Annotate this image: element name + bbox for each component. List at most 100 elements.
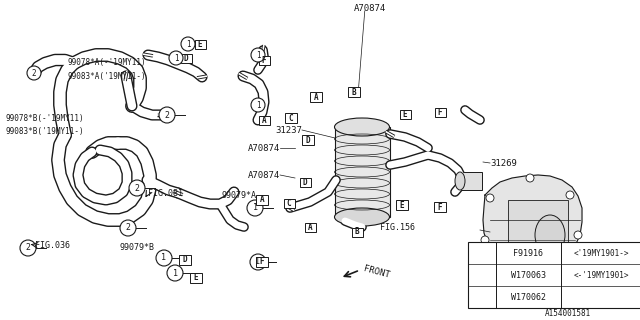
Polygon shape [483, 175, 582, 266]
Bar [285, 113, 297, 123]
Text: A154001581: A154001581 [545, 308, 591, 317]
Circle shape [486, 194, 494, 202]
Circle shape [247, 200, 263, 216]
Bar [256, 195, 268, 205]
Text: 2: 2 [32, 68, 36, 77]
Text: F: F [438, 203, 442, 212]
Text: C: C [289, 114, 293, 123]
Polygon shape [534, 258, 558, 295]
Bar [190, 273, 202, 283]
Text: 99079*B: 99079*B [120, 244, 155, 252]
Text: 99079*A: 99079*A [222, 191, 257, 201]
Text: A: A [262, 116, 266, 124]
Circle shape [129, 180, 145, 196]
Text: E: E [403, 109, 407, 118]
Text: 99078*B(-'19MY11): 99078*B(-'19MY11) [5, 114, 84, 123]
Text: 2: 2 [164, 110, 170, 119]
Circle shape [481, 236, 489, 244]
Bar [305, 222, 316, 231]
Circle shape [574, 231, 582, 239]
Bar [399, 109, 410, 118]
Circle shape [181, 37, 195, 51]
Text: A: A [314, 92, 318, 101]
Text: W170062: W170062 [511, 292, 546, 301]
Text: 99083*A('19MY11-): 99083*A('19MY11-) [68, 71, 147, 81]
Text: 1: 1 [173, 268, 177, 277]
Bar [300, 178, 310, 187]
Text: C: C [287, 198, 291, 207]
Circle shape [251, 48, 265, 62]
Text: FRONT: FRONT [362, 264, 390, 280]
Bar [180, 53, 191, 62]
Bar [179, 255, 191, 265]
Text: 31237: 31237 [275, 125, 302, 134]
Circle shape [474, 267, 490, 283]
Text: 99078*A(-'19MY11): 99078*A(-'19MY11) [68, 58, 147, 67]
Text: 1: 1 [253, 204, 257, 212]
Text: 1: 1 [255, 258, 260, 267]
Text: <'19MY1901->: <'19MY1901-> [573, 249, 628, 258]
Circle shape [526, 174, 534, 182]
Text: B: B [352, 87, 356, 97]
Ellipse shape [455, 172, 465, 190]
Circle shape [551, 256, 559, 264]
Bar [195, 39, 205, 49]
Bar [348, 87, 360, 97]
Text: E: E [194, 274, 198, 283]
Text: E: E [198, 39, 202, 49]
Text: W170063: W170063 [511, 270, 546, 279]
Ellipse shape [535, 215, 565, 255]
Bar [434, 202, 446, 212]
Text: FIG.081: FIG.081 [148, 188, 183, 197]
Circle shape [156, 250, 172, 266]
Text: 1: 1 [256, 100, 260, 109]
Text: A: A [260, 196, 264, 204]
Text: F: F [260, 258, 264, 267]
Text: B: B [355, 228, 359, 236]
Circle shape [120, 220, 136, 236]
Ellipse shape [335, 118, 390, 136]
Bar [302, 135, 314, 145]
Circle shape [20, 240, 36, 256]
Bar [468, 242, 640, 308]
Bar [310, 92, 322, 102]
Text: 2: 2 [26, 244, 31, 252]
Bar [508, 200, 568, 258]
Text: F: F [438, 108, 442, 116]
Text: 1: 1 [479, 292, 484, 301]
Bar [335, 127, 390, 217]
Text: 1: 1 [256, 51, 260, 60]
Text: A70874: A70874 [248, 171, 280, 180]
Circle shape [159, 107, 175, 123]
Circle shape [474, 289, 490, 305]
Bar [256, 257, 268, 267]
Text: F: F [262, 55, 266, 65]
Text: A70874: A70874 [248, 143, 280, 153]
Circle shape [566, 191, 574, 199]
Text: 1: 1 [161, 253, 166, 262]
Text: E: E [400, 201, 404, 210]
Bar [259, 116, 269, 124]
Bar [259, 55, 269, 65]
Text: 99083*B('19MY11-): 99083*B('19MY11-) [5, 126, 84, 135]
Bar [284, 198, 294, 207]
Bar [435, 108, 445, 116]
Circle shape [250, 254, 266, 270]
Text: 2: 2 [479, 270, 484, 279]
Bar [396, 200, 408, 210]
Text: D: D [184, 53, 188, 62]
Text: FIG.156: FIG.156 [380, 223, 415, 233]
Text: A: A [308, 222, 312, 231]
Text: FIG.036: FIG.036 [35, 241, 70, 250]
Text: 31269: 31269 [490, 158, 517, 167]
Circle shape [27, 66, 41, 80]
Circle shape [506, 261, 514, 269]
Circle shape [167, 265, 183, 281]
Text: A70874: A70874 [354, 4, 386, 12]
Text: F91916: F91916 [513, 249, 543, 258]
Text: 2: 2 [134, 183, 140, 193]
Text: D: D [306, 135, 310, 145]
Circle shape [169, 51, 183, 65]
Bar [460, 172, 482, 190]
Text: 1: 1 [173, 53, 179, 62]
